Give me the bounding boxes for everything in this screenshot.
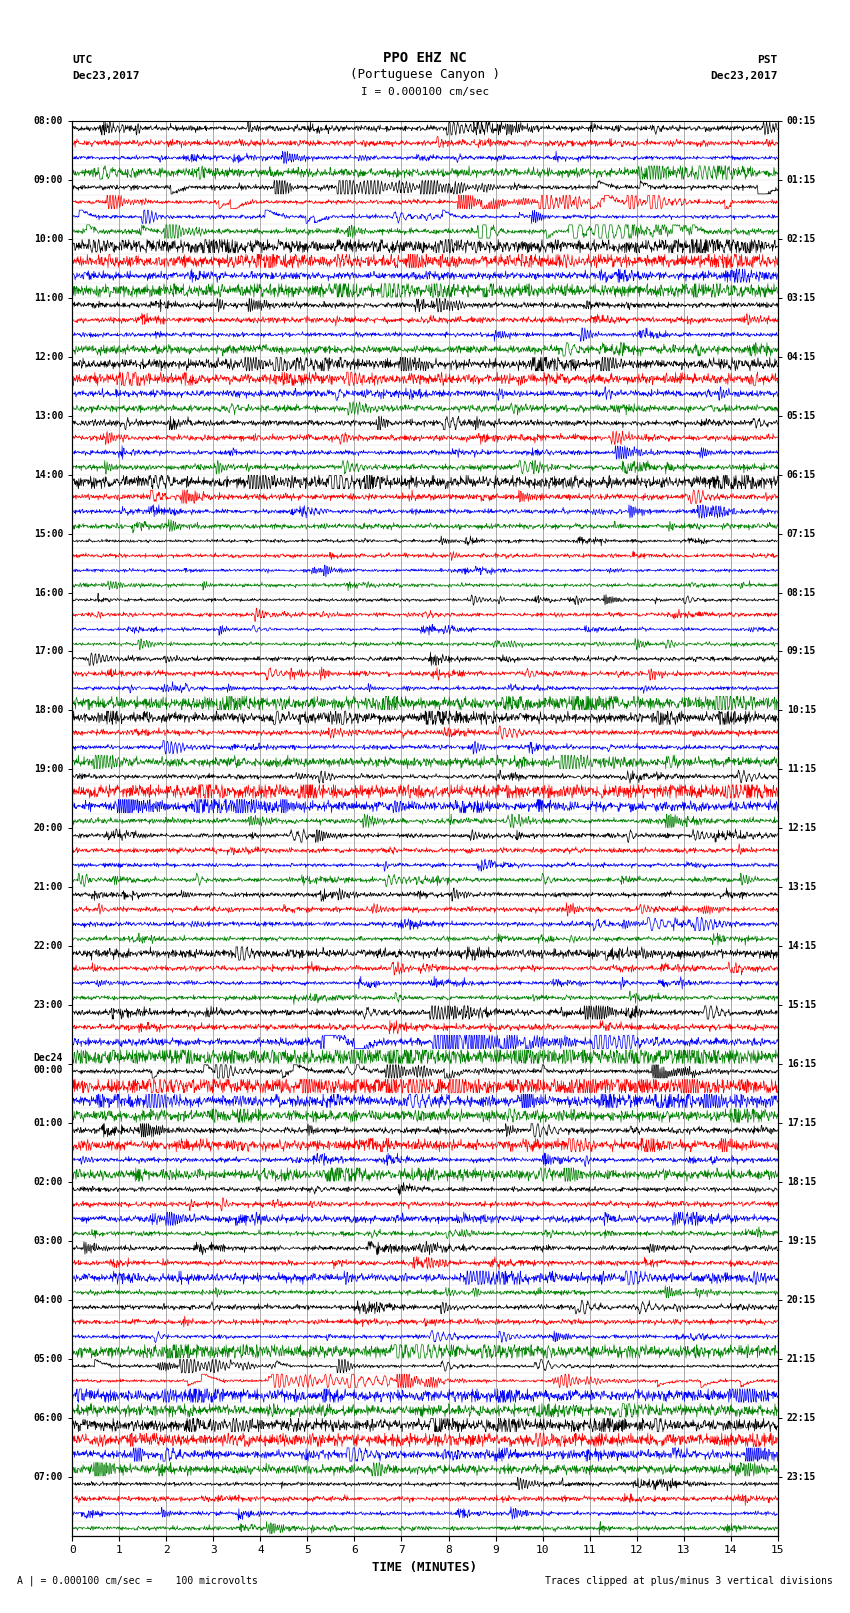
Text: A | = 0.000100 cm/sec =    100 microvolts: A | = 0.000100 cm/sec = 100 microvolts	[17, 1576, 258, 1586]
Text: Dec23,2017: Dec23,2017	[72, 71, 139, 81]
Text: (Portuguese Canyon ): (Portuguese Canyon )	[350, 68, 500, 81]
Text: PPO EHZ NC: PPO EHZ NC	[383, 50, 467, 65]
Text: PST: PST	[757, 55, 778, 65]
Text: Traces clipped at plus/minus 3 vertical divisions: Traces clipped at plus/minus 3 vertical …	[545, 1576, 833, 1586]
Text: UTC: UTC	[72, 55, 93, 65]
X-axis label: TIME (MINUTES): TIME (MINUTES)	[372, 1561, 478, 1574]
Text: I = 0.000100 cm/sec: I = 0.000100 cm/sec	[361, 87, 489, 97]
Text: Dec23,2017: Dec23,2017	[711, 71, 778, 81]
